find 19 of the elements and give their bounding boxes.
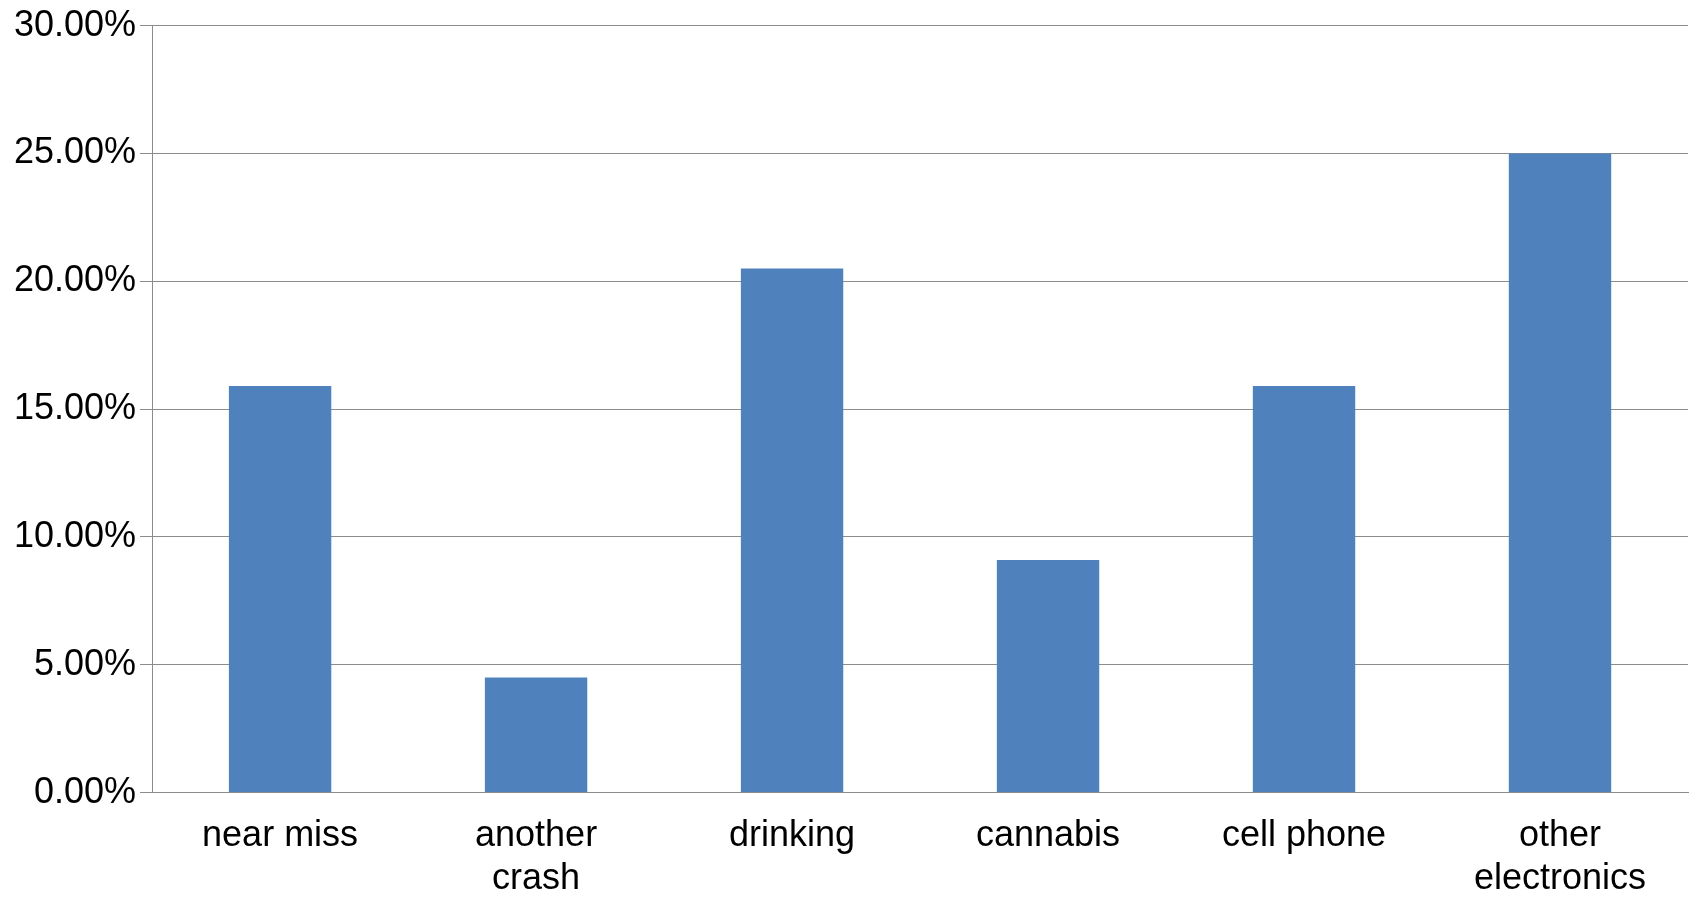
y-tick-label: 15.00% [13, 386, 137, 428]
y-tick-label: 5.00% [34, 641, 137, 683]
y-tick-label: 0.00% [34, 769, 137, 811]
y-tick-label: 30.00% [13, 2, 137, 44]
x-tick-label: near miss [202, 813, 359, 855]
bar [996, 559, 1100, 793]
x-tick-label: other electronics [1473, 813, 1647, 898]
bar [1508, 153, 1612, 793]
bar [484, 677, 588, 793]
bar [1252, 386, 1356, 793]
y-tick-label: 10.00% [13, 513, 137, 555]
x-tick-label: cell phone [1221, 813, 1387, 855]
y-tick-label: 20.00% [13, 258, 137, 300]
x-tick-label: cannabis [975, 813, 1121, 855]
x-tick-label: another crash [475, 813, 598, 898]
y-tick-label: 25.00% [13, 130, 137, 172]
bar [740, 268, 844, 793]
bar [228, 386, 332, 793]
x-tick-label: drinking [729, 813, 856, 855]
